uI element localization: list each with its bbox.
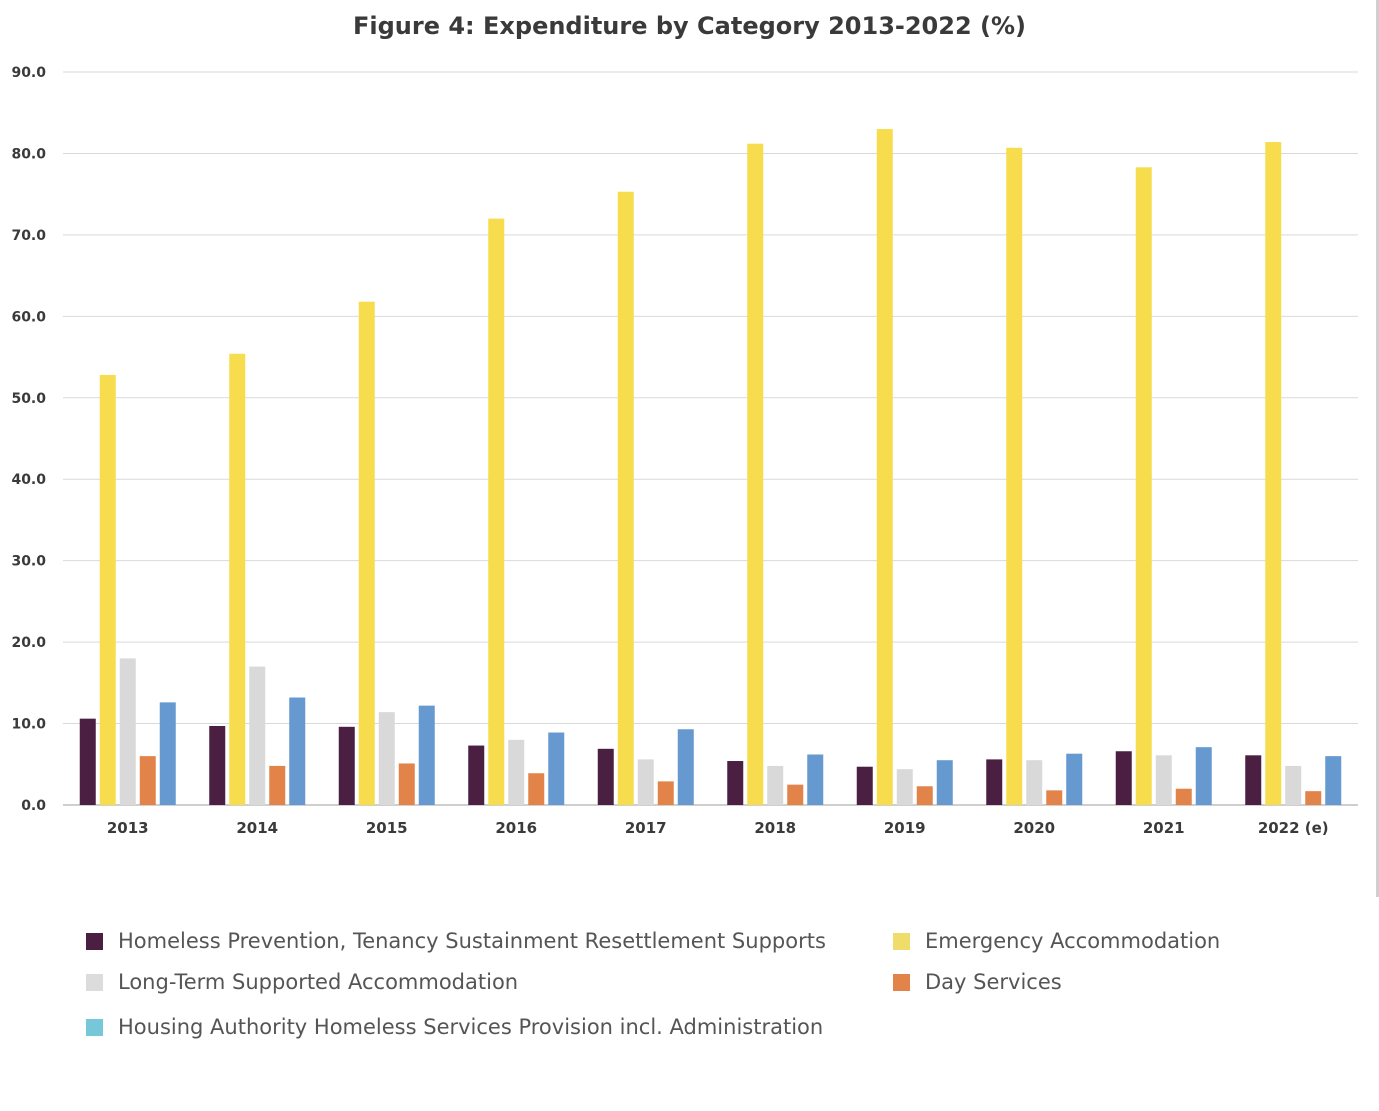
- bars: [79, 129, 1342, 806]
- x-tick-label: 2018: [754, 819, 796, 837]
- bar: [338, 726, 355, 805]
- y-tick-label: 80.0: [11, 146, 46, 162]
- bar: [358, 301, 375, 805]
- legend-swatch: [893, 973, 910, 991]
- legend-item: Homeless Prevention, Tenancy Sustainment…: [86, 929, 826, 953]
- x-tick-label: 2014: [236, 819, 278, 837]
- bar: [1115, 751, 1132, 805]
- bar: [617, 191, 634, 805]
- y-tick-label: 30.0: [11, 554, 46, 570]
- x-tick-label: 2020: [1013, 819, 1055, 837]
- legend-swatch: [86, 973, 103, 991]
- bar: [139, 756, 156, 805]
- legend-label: Housing Authority Homeless Services Prov…: [118, 1015, 824, 1039]
- bar: [209, 725, 226, 805]
- x-tick-label: 2016: [495, 819, 537, 837]
- bar: [289, 697, 306, 805]
- bar: [876, 129, 893, 805]
- bar: [787, 784, 804, 805]
- x-tick-label: 2013: [107, 819, 149, 837]
- chart-title: Figure 4: Expenditure by Category 2013-2…: [353, 12, 1026, 40]
- x-axis-ticks: 2013 2014 2015 2016 2017 2018 2019 2020 2021 2022…: [107, 819, 1329, 837]
- x-tick-label: 2021: [1143, 819, 1185, 837]
- bar: [747, 143, 764, 805]
- bar: [677, 729, 694, 805]
- bar: [1066, 753, 1083, 805]
- bar: [508, 739, 525, 805]
- legend-label: Day Services: [925, 970, 1062, 994]
- bar: [916, 786, 933, 805]
- y-tick-label: 0.0: [21, 798, 46, 814]
- frame-edge: [1376, 0, 1379, 897]
- bar: [1046, 790, 1063, 805]
- bar: [119, 658, 136, 805]
- bar: [528, 773, 545, 805]
- bar: [418, 705, 435, 805]
- bar: [597, 748, 614, 805]
- bar: [548, 732, 565, 805]
- bar: [488, 218, 505, 806]
- bar: [936, 760, 953, 805]
- bar: [657, 781, 674, 805]
- bar: [1006, 147, 1023, 805]
- x-tick-label: 2019: [884, 819, 926, 837]
- legend-item: Long-Term Supported Accommodation: [86, 970, 518, 994]
- bar: [1265, 142, 1282, 805]
- legend-swatch: [86, 932, 103, 950]
- x-tick-label: 2015: [366, 819, 408, 837]
- legend-label: Homeless Prevention, Tenancy Sustainment…: [118, 929, 826, 953]
- bar: [468, 745, 485, 805]
- y-tick-label: 50.0: [11, 391, 46, 407]
- bar: [727, 761, 744, 805]
- bar: [1026, 760, 1043, 805]
- bar: [896, 769, 913, 805]
- bar: [807, 754, 824, 805]
- legend-item: Housing Authority Homeless Services Prov…: [86, 1015, 823, 1039]
- bar: [99, 374, 116, 805]
- bar: [79, 718, 96, 805]
- legend-label: Emergency Accommodation: [925, 929, 1221, 953]
- y-tick-label: 20.0: [11, 635, 46, 651]
- bar: [398, 763, 415, 805]
- bar: [856, 766, 873, 805]
- legend-swatch: [893, 932, 910, 950]
- y-tick-label: 70.0: [11, 228, 46, 244]
- bar: [1135, 167, 1152, 806]
- bar: [269, 765, 286, 805]
- bar: [986, 759, 1003, 805]
- bar: [1305, 791, 1322, 805]
- bar: [1175, 788, 1192, 805]
- bar: [159, 702, 176, 805]
- bar: [1155, 755, 1172, 805]
- x-tick-label: 2017: [625, 819, 667, 837]
- bar: [767, 765, 784, 805]
- bar: [637, 759, 654, 805]
- y-tick-label: 40.0: [11, 472, 46, 488]
- bar: [229, 353, 246, 805]
- legend-swatch: [86, 1018, 103, 1036]
- y-axis-ticks: 0.0 10.0 20.0 30.0 40.0 50.0 60.0 70.0 80.0 90.0: [11, 65, 46, 814]
- bar: [249, 666, 266, 805]
- legend-label: Long-Term Supported Accommodation: [118, 970, 519, 994]
- legend-item: Day Services: [893, 970, 1062, 994]
- bar: [1245, 755, 1262, 805]
- bar: [1325, 756, 1342, 805]
- x-tick-label: 2022 (e): [1258, 819, 1329, 837]
- bar: [1285, 765, 1302, 805]
- y-tick-label: 60.0: [11, 309, 46, 325]
- bar-chart: 0.010.020.030.040.050.060.070.080.090.0 …: [11, 65, 1358, 837]
- y-tick-label: 90.0: [11, 65, 46, 81]
- bar: [378, 712, 395, 805]
- legend-item: Emergency Accommodation: [893, 929, 1220, 953]
- bar: [1195, 747, 1212, 805]
- y-tick-label: 10.0: [11, 717, 46, 733]
